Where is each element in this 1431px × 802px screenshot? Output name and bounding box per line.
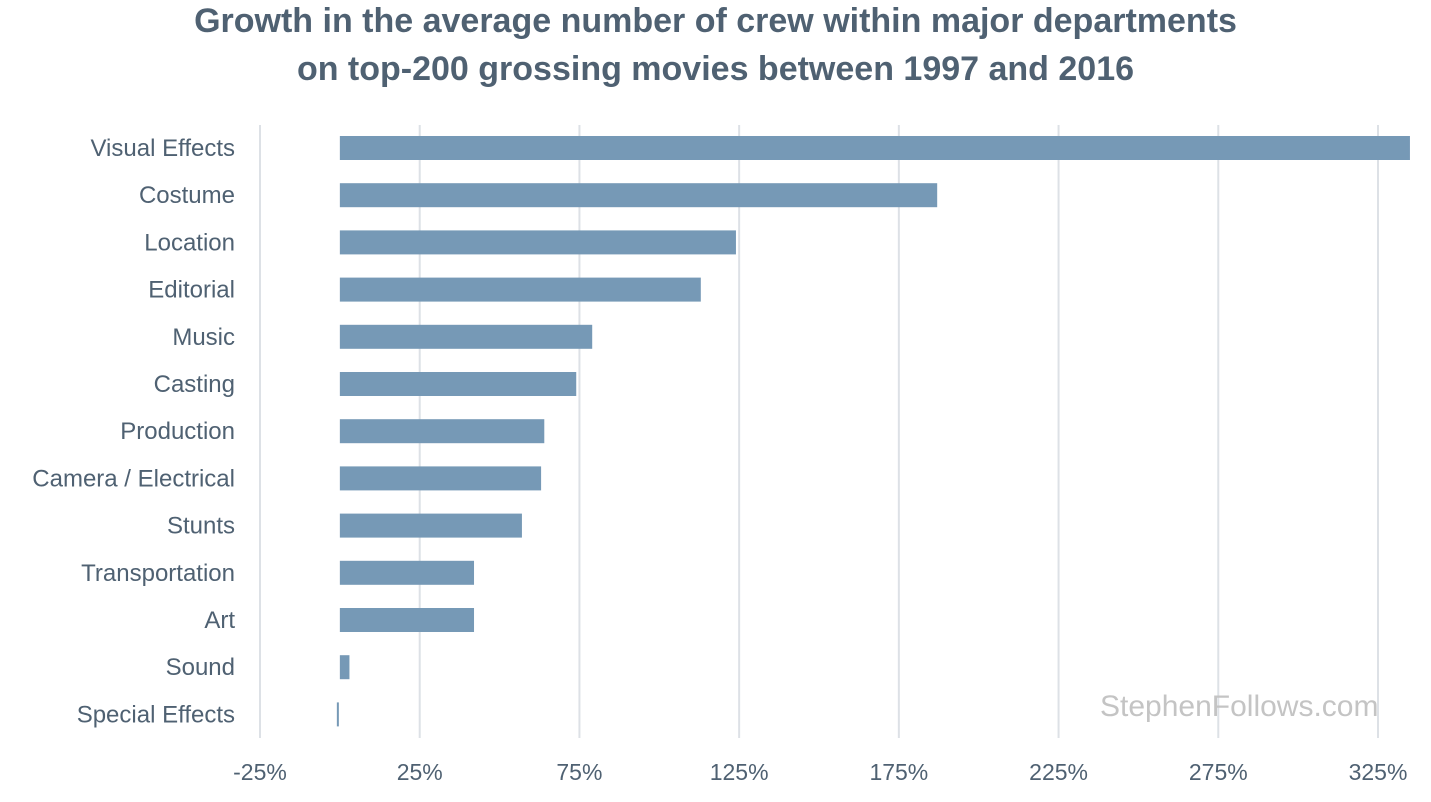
- chart-title-line-1: Growth in the average number of crew wit…: [194, 2, 1237, 40]
- bar: [339, 560, 475, 585]
- x-tick-label: 275%: [1189, 759, 1248, 785]
- bar: [339, 466, 542, 491]
- bar: [339, 136, 1410, 160]
- bar: [339, 230, 736, 255]
- x-tick-label: 325%: [1349, 759, 1408, 785]
- bar: [339, 608, 475, 632]
- bar: [339, 277, 701, 302]
- bar: [339, 419, 545, 444]
- category-label: Camera / Electrical: [32, 465, 235, 492]
- category-label: Location: [144, 229, 235, 256]
- bar: [339, 513, 522, 538]
- bar: [339, 183, 938, 208]
- category-label: Special Effects: [77, 701, 235, 728]
- chart-title-line-2: on top-200 grossing movies between 1997 …: [296, 50, 1135, 88]
- x-tick-labels: -25% 25% 75% 125% 175% 225% 275% 325%: [233, 759, 1407, 785]
- category-label: Transportation: [81, 560, 235, 587]
- x-tick-label: 225%: [1029, 759, 1088, 785]
- category-label: Visual Effects: [90, 135, 235, 162]
- x-tick-label: 125%: [710, 759, 769, 785]
- x-tick-label: 25%: [397, 759, 443, 785]
- bar: [336, 702, 339, 727]
- bars: [336, 136, 1410, 727]
- bar: [339, 655, 350, 680]
- category-label: Costume: [139, 182, 235, 209]
- x-tick-label: 175%: [869, 759, 928, 785]
- bar: [339, 324, 593, 349]
- category-label: Music: [172, 324, 235, 351]
- category-labels: Visual Effects Costume Location Editorial Mu…: [32, 135, 235, 728]
- category-label: Production: [120, 418, 235, 445]
- bar: [339, 372, 577, 396]
- gridlines: [259, 125, 1379, 738]
- category-label: Art: [204, 607, 235, 634]
- category-label: Sound: [166, 654, 235, 681]
- category-label: Editorial: [148, 277, 235, 304]
- x-tick-label: 75%: [556, 759, 602, 785]
- watermark: StephenFollows.com: [1100, 690, 1379, 723]
- chart-title: Growth in the average number of crew wit…: [0, 0, 1431, 93]
- category-label: Stunts: [167, 513, 235, 540]
- category-label: Casting: [154, 371, 235, 398]
- x-tick-label: -25%: [233, 759, 287, 785]
